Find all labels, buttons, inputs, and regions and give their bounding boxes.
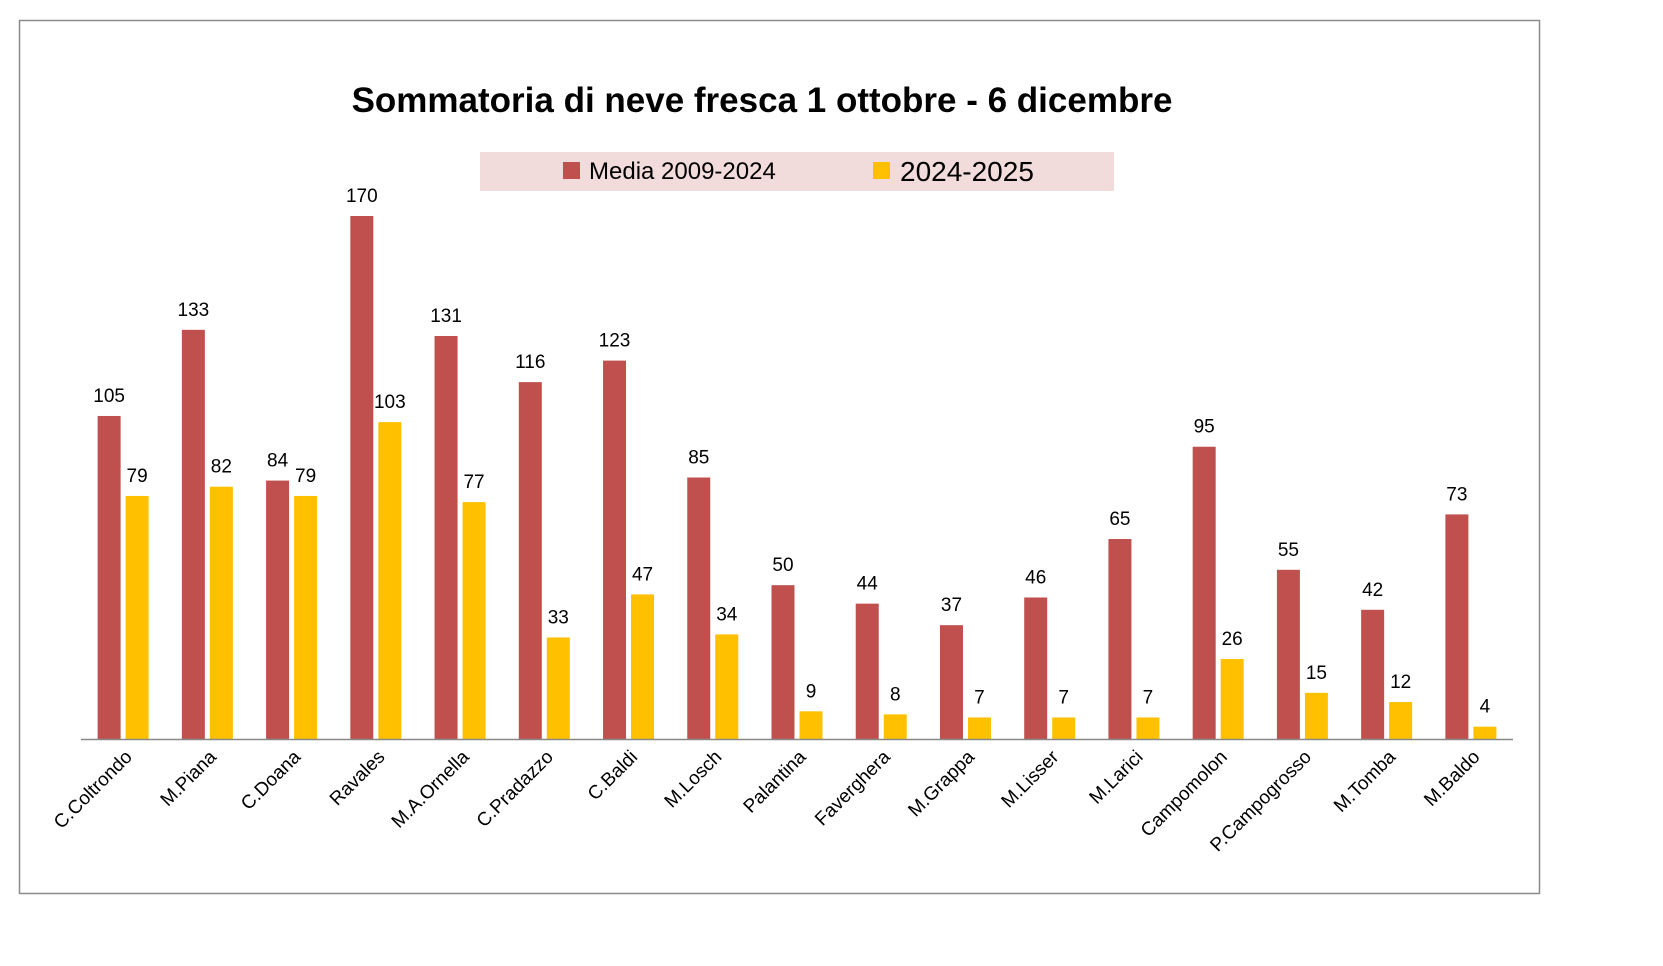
- data-label: 46: [1025, 567, 1046, 588]
- bar-2024-2025: [1389, 702, 1413, 739]
- bar-media: [266, 480, 290, 739]
- data-label: 44: [857, 574, 879, 595]
- bar-2024-2025: [1052, 717, 1076, 739]
- data-label: 12: [1390, 672, 1411, 693]
- data-label: 133: [178, 300, 210, 321]
- data-label: 79: [295, 466, 316, 487]
- legend-label-media: Media 2009-2024: [589, 158, 776, 185]
- bar-media: [1108, 539, 1132, 739]
- data-label: 79: [127, 466, 148, 487]
- bar-2024-2025: [209, 486, 233, 739]
- bar-media: [939, 625, 963, 739]
- bar-2024-2025: [378, 422, 402, 739]
- data-label: 34: [716, 604, 738, 625]
- data-label: 50: [772, 555, 793, 576]
- bar-media: [181, 329, 205, 739]
- bar-media: [771, 585, 795, 739]
- data-label: 103: [374, 392, 406, 413]
- data-label: 33: [548, 607, 569, 628]
- legend-background: [480, 152, 1114, 191]
- data-label: 73: [1446, 484, 1467, 505]
- data-label: 7: [1058, 687, 1069, 708]
- bar-2024-2025: [967, 717, 991, 739]
- data-label: 116: [515, 352, 545, 373]
- bar-media: [855, 603, 879, 739]
- data-label: 55: [1278, 540, 1299, 561]
- data-label: 123: [599, 331, 631, 352]
- bar-2024-2025: [883, 714, 907, 739]
- legend-label-2024-2025: 2024-2025: [900, 156, 1034, 187]
- data-label: 8: [890, 684, 901, 705]
- bar-2024-2025: [799, 711, 823, 739]
- bar-2024-2025: [546, 637, 570, 739]
- bar-2024-2025: [1220, 659, 1244, 739]
- bar-media: [1192, 446, 1216, 739]
- bar-2024-2025: [631, 594, 655, 739]
- bar-media: [97, 415, 121, 739]
- data-label: 9: [806, 681, 817, 702]
- legend-swatch-2024-2025: [873, 162, 890, 179]
- data-label: 37: [941, 595, 962, 616]
- bar-media: [1445, 514, 1469, 739]
- bar-2024-2025: [294, 495, 318, 739]
- data-label: 77: [463, 472, 484, 493]
- data-label: 131: [430, 306, 462, 327]
- chart-title: Sommatoria di neve fresca 1 ottobre - 6 …: [352, 81, 1173, 120]
- bar-media: [434, 335, 458, 739]
- bar-media: [1024, 597, 1048, 739]
- bar-media: [603, 360, 627, 739]
- data-label: 4: [1480, 697, 1491, 718]
- bar-2024-2025: [1304, 692, 1328, 739]
- data-label: 95: [1194, 417, 1215, 438]
- data-label: 65: [1109, 509, 1130, 530]
- bar-media: [350, 216, 374, 739]
- data-label: 47: [632, 564, 653, 585]
- data-label: 85: [688, 448, 709, 469]
- legend: Media 2009-2024 2024-2025: [480, 152, 1114, 191]
- data-label: 26: [1222, 629, 1243, 650]
- data-label: 84: [267, 451, 289, 472]
- bar-media: [687, 477, 711, 739]
- data-label: 82: [211, 457, 232, 478]
- legend-swatch-media: [563, 162, 580, 179]
- data-label: 105: [93, 386, 125, 407]
- data-label: 170: [346, 186, 378, 207]
- data-label: 42: [1362, 580, 1383, 601]
- bar-2024-2025: [715, 634, 739, 739]
- bar-2024-2025: [1473, 726, 1497, 739]
- data-label: 15: [1306, 663, 1327, 684]
- bar-media: [1361, 609, 1385, 739]
- data-label: 7: [1143, 687, 1154, 708]
- bar-media: [518, 382, 542, 739]
- bar-media: [1276, 569, 1300, 739]
- bar-2024-2025: [125, 495, 149, 739]
- bar-2024-2025: [462, 502, 486, 739]
- bar-2024-2025: [1136, 717, 1160, 739]
- data-label: 7: [974, 687, 985, 708]
